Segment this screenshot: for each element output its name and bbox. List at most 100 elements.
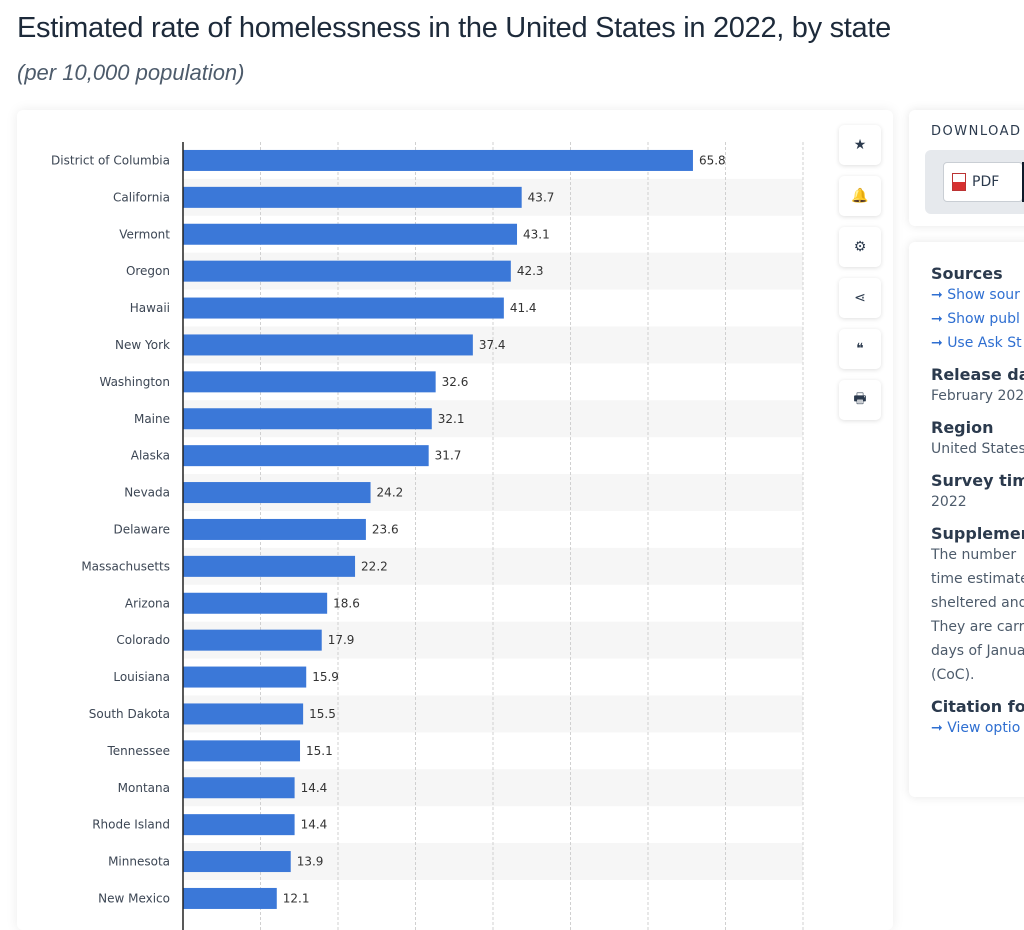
show-publisher-link[interactable]: ➞ Show publ: [931, 311, 1020, 327]
bar: [183, 186, 522, 208]
quote-button[interactable]: ❝: [839, 329, 881, 369]
value-label: 18.6: [333, 596, 360, 610]
category-label: Oregon: [126, 264, 170, 278]
bar: [183, 297, 504, 319]
page-subtitle: (per 10,000 population): [17, 60, 245, 85]
star-button[interactable]: ★: [839, 125, 881, 165]
bar: [183, 408, 432, 430]
category-label: Tennessee: [106, 744, 170, 758]
category-label: Montana: [118, 781, 170, 795]
category-label: South Dakota: [89, 707, 170, 721]
bar: [183, 371, 436, 393]
bar: [183, 703, 304, 725]
value-label: 13.9: [297, 855, 324, 869]
bar: [183, 555, 356, 577]
chart-card: District of Columbia 65.8 California 43.7 Ve…: [17, 110, 893, 930]
share-button[interactable]: ⋖: [839, 278, 881, 318]
category-label: Maine: [134, 412, 170, 426]
region-heading: Region: [931, 418, 994, 437]
value-label: 43.1: [523, 227, 550, 241]
share-icon: ⋖: [854, 290, 866, 306]
show-sources-link[interactable]: ➞ Show sour: [931, 287, 1020, 303]
sources-heading: Sources: [931, 264, 1003, 283]
value-label: 24.2: [377, 486, 404, 500]
bar: [183, 334, 473, 356]
value-label: 15.5: [309, 707, 336, 721]
bar: [183, 777, 295, 799]
view-options-link[interactable]: ➞ View optio: [931, 720, 1021, 736]
value-label: 17.9: [328, 633, 355, 647]
category-label: Louisiana: [113, 670, 170, 684]
star-icon: ★: [853, 137, 867, 153]
category-label: Colorado: [116, 633, 170, 647]
value-label: 22.2: [361, 559, 388, 573]
ask-statista-link[interactable]: ➞ Use Ask St: [931, 335, 1022, 351]
release-heading: Release dat: [931, 365, 1024, 384]
category-label: Alaska: [131, 449, 170, 463]
supp-line: (CoC).: [931, 667, 975, 683]
value-label: 32.1: [438, 412, 465, 426]
pdf-label: PDF: [972, 174, 1000, 190]
bar: [183, 592, 328, 614]
download-panel: DOWNLOAD PDF +: [909, 110, 1024, 226]
bar: [183, 887, 277, 909]
value-label: 31.7: [435, 449, 462, 463]
value-label: 37.4: [479, 338, 506, 352]
download-label: DOWNLOAD: [931, 124, 1022, 139]
value-label: 42.3: [517, 264, 544, 278]
quote-icon: ❝: [856, 341, 864, 357]
value-label: 14.4: [301, 781, 328, 795]
value-label: 15.1: [306, 744, 333, 758]
value-label: 65.8: [699, 153, 726, 167]
supplementary-heading: Supplemen: [931, 524, 1024, 543]
page-title: Estimated rate of homelessness in the Un…: [17, 12, 891, 44]
supp-line: days of Janua: [931, 643, 1024, 659]
category-label: Minnesota: [108, 855, 170, 869]
category-label: Arizona: [125, 596, 170, 610]
supp-line: They are carr: [931, 619, 1024, 635]
category-label: Nevada: [124, 486, 170, 500]
supp-line: sheltered and: [931, 595, 1024, 611]
bell-button[interactable]: 🔔: [839, 176, 881, 216]
pdf-download-button[interactable]: PDF: [943, 162, 1023, 202]
bar: [183, 740, 301, 762]
bar: [183, 629, 322, 651]
bell-icon: 🔔: [851, 188, 869, 204]
category-label: Delaware: [113, 522, 170, 536]
value-label: 14.4: [301, 818, 328, 832]
info-panel: Sources ➞ Show sour ➞ Show publ ➞ Use As…: [909, 242, 1024, 797]
category-label: Vermont: [119, 227, 170, 241]
region-value: United States: [931, 441, 1024, 457]
category-label: Washington: [99, 375, 170, 389]
print-button[interactable]: 🖶: [839, 380, 881, 420]
category-label: California: [113, 190, 170, 204]
category-label: Rhode Island: [92, 818, 170, 832]
supp-line: The number: [931, 547, 1017, 563]
gear-icon: ⚙: [853, 239, 867, 255]
bar: [183, 445, 429, 467]
gear-button[interactable]: ⚙: [839, 227, 881, 267]
category-label: Hawaii: [130, 301, 170, 315]
bar: [183, 260, 511, 282]
category-label: New York: [115, 338, 170, 352]
supp-line: time estimate: [931, 571, 1024, 587]
survey-heading: Survey time: [931, 471, 1024, 490]
bar: [183, 518, 366, 540]
survey-value: 2022: [931, 494, 967, 510]
value-label: 41.4: [510, 301, 537, 315]
bar: [183, 814, 295, 836]
bar: [183, 851, 291, 873]
print-icon: 🖶: [853, 391, 867, 407]
bar: [183, 149, 693, 171]
category-label: New Mexico: [98, 891, 170, 905]
release-value: February 202: [931, 388, 1024, 404]
value-label: 23.6: [372, 522, 399, 536]
bar: [183, 482, 371, 504]
bar: [183, 666, 307, 688]
value-label: 12.1: [283, 891, 310, 905]
value-label: 32.6: [442, 375, 469, 389]
value-label: 15.9: [312, 670, 339, 684]
pdf-file-icon: [952, 173, 966, 191]
value-label: 43.7: [528, 190, 555, 204]
citation-heading: Citation for: [931, 697, 1024, 716]
